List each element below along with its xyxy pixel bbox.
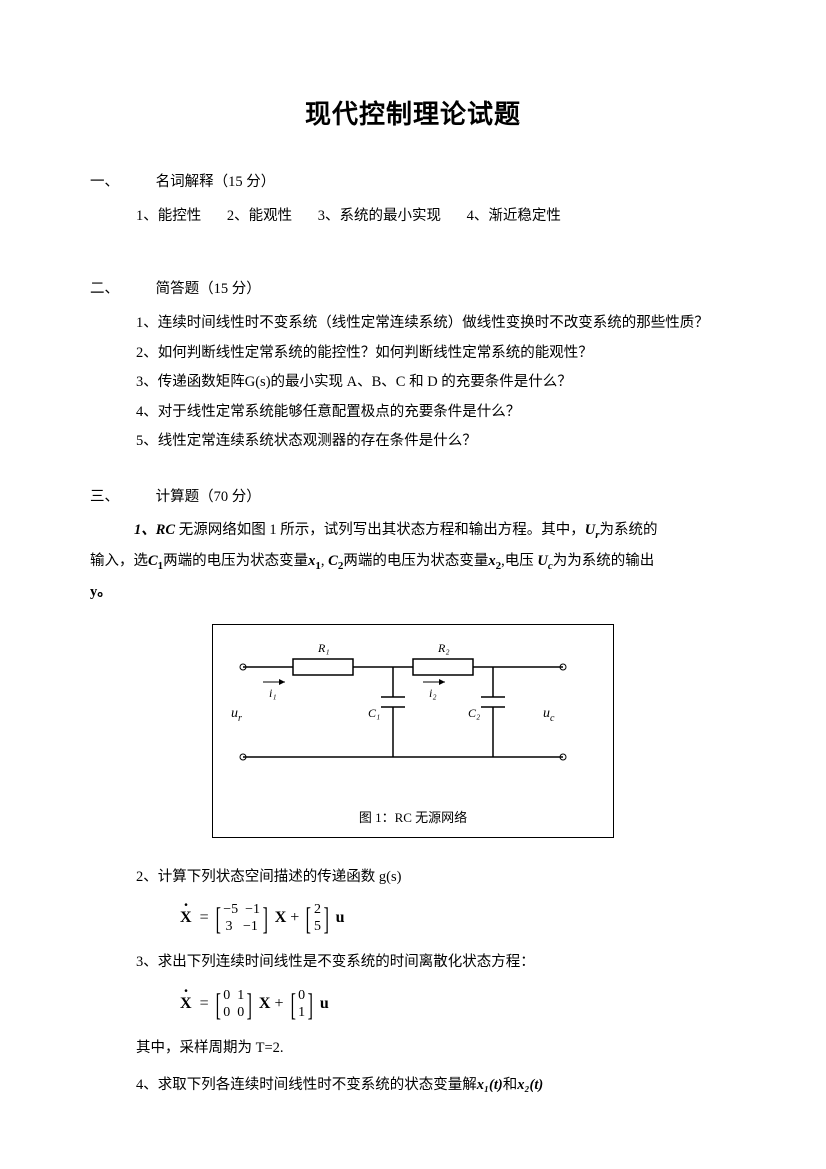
section-3-q3-note: 其中，采样周期为 T=2. [90,1035,736,1063]
term-2: 2、能观性 [227,208,292,224]
svg-text:C₂: C₂ [468,706,480,720]
svg-text:i₁: i₁ [269,686,277,700]
section-3-q1: 1、RC 无源网络如图 1 所示，试列写出其状态方程和输出方程。其中，Ur为系统… [90,517,736,546]
section-3: 三、 计算题（70 分） 1、RC 无源网络如图 1 所示，试列写出其状态方程和… [90,484,736,1100]
page-title: 现代控制理论试题 [90,90,736,139]
section-3-q3: 3、求出下列连续时间线性是不变系统的时间离散化状态方程： [90,949,736,977]
svg-text:R₂: R₂ [437,641,450,655]
section-2-num: 二、 [90,276,122,304]
section-2-q5: 5、线性定常连续系统状态观测器的存在条件是什么？ [90,428,736,456]
svg-text:C₁: C₁ [368,706,380,720]
q1b-1: 输入，选 [90,553,148,569]
q4-x1: x₁(t) [477,1077,503,1093]
term-4: 4、渐近稳定性 [467,208,561,224]
section-3-q1y: y。 [90,579,736,607]
q1-text-a: 无源网络如图 1 所示，试列写出其状态方程和输出方程。其中， [179,522,585,538]
section-2-q4: 4、对于线性定常系统能够任意配置极点的充要条件是什么？ [90,399,736,427]
svg-text:R₁: R₁ [317,641,330,655]
figure-1-caption: 图 1：RC 无源网络 [223,806,603,831]
q1-uc: U [537,553,547,569]
section-3-q1b: 输入，选C1两端的电压为状态变量x1, C2两端的电压为状态变量x2,电压 Uc… [90,548,736,577]
uc-label: uc [543,706,555,724]
term-3: 3、系统的最小实现 [318,208,441,224]
ur-label: ur [231,706,242,724]
q1b-4: 两端的电压为状态变量 [343,553,488,569]
section-1-title: 名词解释（15 分） [126,174,276,190]
svg-text:i₂: i₂ [429,686,437,700]
section-1: 一、 名词解释（15 分） 1、能控性 2、能观性 3、系统的最小实现 4、渐近… [90,169,736,230]
q1b-2: 两端的电压为状态变量 [163,553,308,569]
equation-3: X= [ 0 1 0 0 ] X+ [ 0 1 ] u [90,987,736,1021]
figure-1: R₁ R₂ i₁ i₂ [212,624,614,837]
q4-and: 和 [503,1077,518,1093]
q1-c2: C [328,553,338,569]
q1b-6: 为为系统的输出 [553,553,655,569]
q4-text: 4、求取下列各连续时间线性时不变系统的状态变量解 [136,1077,477,1093]
term-1: 1、能控性 [136,208,201,224]
q1-ur: U [585,522,595,538]
section-3-head: 三、 计算题（70 分） [90,484,736,512]
section-3-q2: 2、计算下列状态空间描述的传递函数 g(s) [90,864,736,892]
q1-num: 1、RC [134,522,175,538]
section-1-head: 一、 名词解释（15 分） [90,169,736,197]
section-2-q1: 1、连续时间线性时不变系统（线性定常连续系统）做线性变换时不改变系统的那些性质？ [90,310,736,338]
q1-c1: C [148,553,158,569]
section-3-q4: 4、求取下列各连续时间线性时不变系统的状态变量解x₁(t)和x₂(t) [90,1072,736,1100]
section-2-q3: 3、传递函数矩阵G(s)的最小实现 A、B、C 和 D 的充要条件是什么？ [90,369,736,397]
section-2-q2: 2、如何判断线性定常系统的能控性？如何判断线性定常系统的能观性？ [90,340,736,368]
section-1-terms: 1、能控性 2、能观性 3、系统的最小实现 4、渐近稳定性 [90,203,736,231]
circuit-svg: R₁ R₂ i₁ i₂ [223,637,583,787]
q1b-5: ,电压 [501,553,537,569]
q1-y: y。 [90,584,112,600]
q1-x2: x [488,553,495,569]
q4-x2: x₂(t) [517,1077,543,1093]
exam-page: 现代控制理论试题 一、 名词解释（15 分） 1、能控性 2、能观性 3、系统的… [0,0,826,1169]
q1-text-a2: 为系统的 [599,522,657,538]
section-2-head: 二、 简答题（15 分） [90,276,736,304]
section-2: 二、 简答题（15 分） 1、连续时间线性时不变系统（线性定常连续系统）做线性变… [90,276,736,455]
section-2-title: 简答题（15 分） [126,281,261,297]
section-3-title: 计算题（70 分） [126,489,261,505]
section-1-num: 一、 [90,169,122,197]
equation-2: X= [ −5 −1 3 −1 ] X+ [ 2 5 ] u [90,901,736,935]
section-3-num: 三、 [90,484,122,512]
